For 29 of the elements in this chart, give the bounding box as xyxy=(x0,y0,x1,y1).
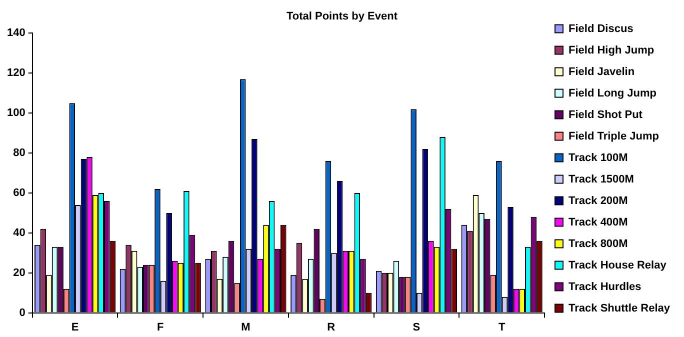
legend-label: Track 100M xyxy=(568,152,628,164)
y-tick-label: 20 xyxy=(13,266,26,279)
y-tick-label: 120 xyxy=(6,67,26,80)
x-tick-label: S xyxy=(412,321,420,334)
legend-label: Track House Relay xyxy=(568,259,668,272)
legend-label: Track Hurdles xyxy=(568,280,642,293)
x-tick-label: M xyxy=(241,321,250,334)
x-tick-label: F xyxy=(157,321,164,334)
legend-label: Field High Jump xyxy=(568,44,654,56)
legend-label: Track Shuttle Relay xyxy=(568,302,671,314)
chart-title: Total Points by Event xyxy=(286,10,398,23)
legend-label: Track 1500M xyxy=(568,173,634,186)
x-tick-label: T xyxy=(498,321,506,334)
y-tick-label: 60 xyxy=(13,187,26,200)
legend-label: Track 800M xyxy=(568,238,628,250)
y-tick-label: 0 xyxy=(19,306,26,319)
legend-label: Field Shot Put xyxy=(568,108,643,121)
x-tick-label: R xyxy=(327,321,336,334)
legend-label: Field Long Jump xyxy=(568,87,657,100)
legend-label: Field Triple Jump xyxy=(568,130,660,142)
y-tick-label: 40 xyxy=(13,226,26,239)
y-tick-label: 100 xyxy=(6,107,26,120)
x-tick-label: E xyxy=(71,321,79,334)
y-tick-label: 140 xyxy=(6,27,26,40)
legend-label: Field Javelin xyxy=(568,66,635,78)
y-tick-label: 80 xyxy=(13,147,26,160)
legend-label: Track 200M xyxy=(568,194,628,207)
legend-label: Field Discus xyxy=(568,22,634,35)
legend-label: Track 400M xyxy=(568,216,628,228)
